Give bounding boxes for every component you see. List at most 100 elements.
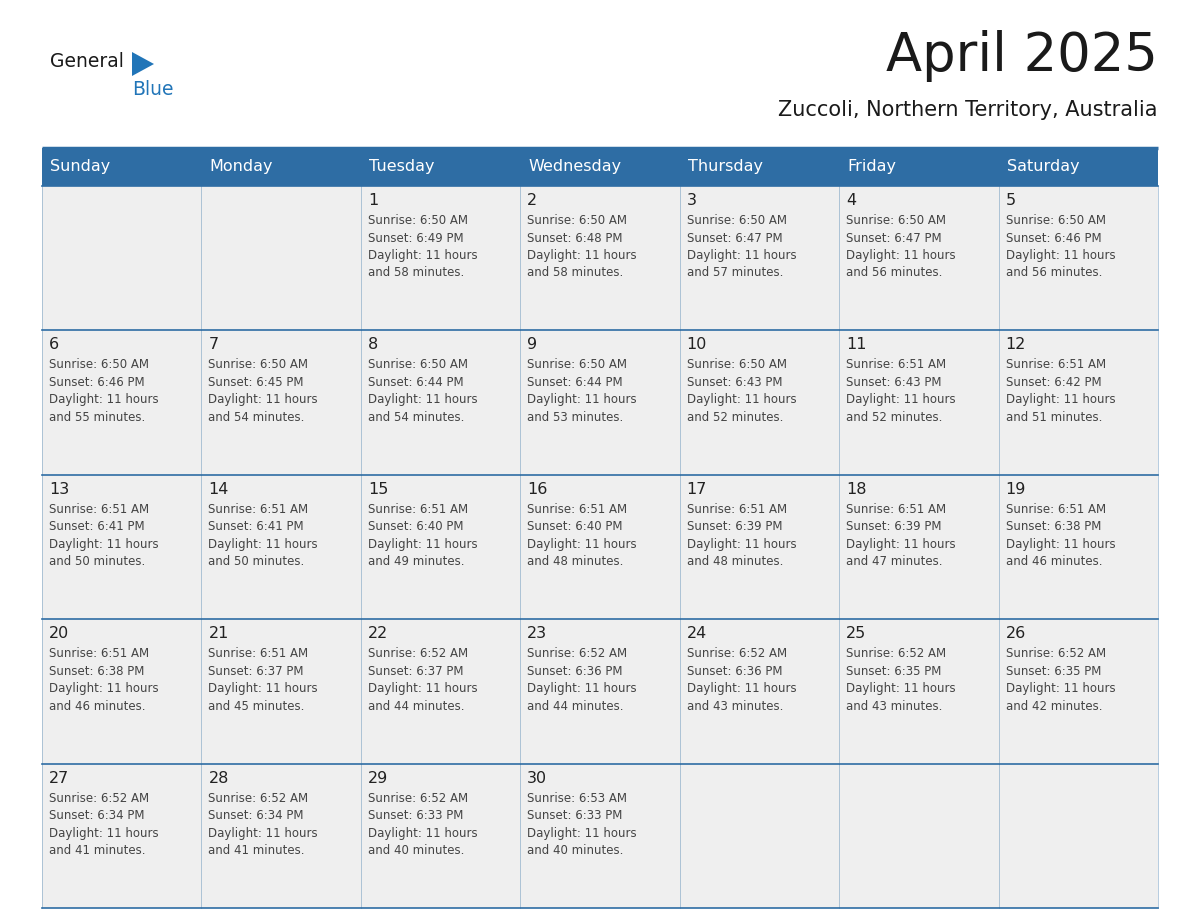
Text: Sunset: 6:37 PM: Sunset: 6:37 PM — [208, 665, 304, 677]
Text: Sunrise: 6:51 AM: Sunrise: 6:51 AM — [846, 358, 947, 372]
Text: Friday: Friday — [847, 160, 896, 174]
Text: 13: 13 — [49, 482, 69, 497]
Text: Daylight: 11 hours: Daylight: 11 hours — [527, 826, 637, 840]
Text: Sunrise: 6:50 AM: Sunrise: 6:50 AM — [368, 214, 468, 227]
Text: Sunrise: 6:51 AM: Sunrise: 6:51 AM — [49, 647, 150, 660]
Text: Daylight: 11 hours: Daylight: 11 hours — [368, 682, 478, 695]
Text: Sunset: 6:44 PM: Sunset: 6:44 PM — [368, 375, 463, 389]
Text: Daylight: 11 hours: Daylight: 11 hours — [49, 394, 159, 407]
Polygon shape — [132, 52, 154, 76]
Text: Sunset: 6:39 PM: Sunset: 6:39 PM — [687, 521, 782, 533]
Text: Sunday: Sunday — [50, 160, 110, 174]
Text: and 58 minutes.: and 58 minutes. — [368, 266, 465, 279]
Text: Sunrise: 6:50 AM: Sunrise: 6:50 AM — [368, 358, 468, 372]
Text: and 57 minutes.: and 57 minutes. — [687, 266, 783, 279]
Text: Sunset: 6:41 PM: Sunset: 6:41 PM — [49, 521, 145, 533]
Text: 2: 2 — [527, 193, 537, 208]
Text: Daylight: 11 hours: Daylight: 11 hours — [527, 682, 637, 695]
Text: 26: 26 — [1005, 626, 1025, 641]
Text: 14: 14 — [208, 482, 229, 497]
Text: Daylight: 11 hours: Daylight: 11 hours — [687, 249, 796, 262]
Text: Zuccoli, Northern Territory, Australia: Zuccoli, Northern Territory, Australia — [778, 100, 1158, 120]
Text: Sunset: 6:47 PM: Sunset: 6:47 PM — [687, 231, 783, 244]
Bar — [42, 330, 1158, 475]
Text: Monday: Monday — [209, 160, 273, 174]
Text: 5: 5 — [1005, 193, 1016, 208]
Text: Sunset: 6:33 PM: Sunset: 6:33 PM — [527, 809, 623, 823]
Text: Sunset: 6:37 PM: Sunset: 6:37 PM — [368, 665, 463, 677]
Bar — [42, 186, 1158, 330]
Text: Daylight: 11 hours: Daylight: 11 hours — [1005, 682, 1116, 695]
Text: Sunrise: 6:50 AM: Sunrise: 6:50 AM — [49, 358, 148, 372]
Text: and 52 minutes.: and 52 minutes. — [687, 411, 783, 424]
Text: Daylight: 11 hours: Daylight: 11 hours — [846, 394, 956, 407]
Text: Sunrise: 6:50 AM: Sunrise: 6:50 AM — [527, 214, 627, 227]
Text: Sunset: 6:43 PM: Sunset: 6:43 PM — [846, 375, 942, 389]
Text: and 47 minutes.: and 47 minutes. — [846, 555, 942, 568]
Text: Sunset: 6:48 PM: Sunset: 6:48 PM — [527, 231, 623, 244]
Text: and 48 minutes.: and 48 minutes. — [527, 555, 624, 568]
Text: and 56 minutes.: and 56 minutes. — [1005, 266, 1102, 279]
Text: and 51 minutes.: and 51 minutes. — [1005, 411, 1102, 424]
Text: and 54 minutes.: and 54 minutes. — [208, 411, 305, 424]
Text: 10: 10 — [687, 338, 707, 353]
Text: and 44 minutes.: and 44 minutes. — [527, 700, 624, 712]
Text: and 40 minutes.: and 40 minutes. — [527, 844, 624, 857]
Text: General: General — [50, 52, 124, 71]
Text: Daylight: 11 hours: Daylight: 11 hours — [49, 538, 159, 551]
Text: Sunset: 6:36 PM: Sunset: 6:36 PM — [687, 665, 782, 677]
Text: and 52 minutes.: and 52 minutes. — [846, 411, 942, 424]
Text: Daylight: 11 hours: Daylight: 11 hours — [846, 538, 956, 551]
Text: Daylight: 11 hours: Daylight: 11 hours — [527, 249, 637, 262]
Text: and 49 minutes.: and 49 minutes. — [368, 555, 465, 568]
Text: Sunset: 6:38 PM: Sunset: 6:38 PM — [49, 665, 145, 677]
Text: Daylight: 11 hours: Daylight: 11 hours — [208, 826, 318, 840]
Text: April 2025: April 2025 — [886, 30, 1158, 82]
Text: Daylight: 11 hours: Daylight: 11 hours — [368, 394, 478, 407]
Text: 28: 28 — [208, 770, 229, 786]
Text: Sunset: 6:33 PM: Sunset: 6:33 PM — [368, 809, 463, 823]
Text: Sunset: 6:45 PM: Sunset: 6:45 PM — [208, 375, 304, 389]
Text: Sunrise: 6:51 AM: Sunrise: 6:51 AM — [368, 503, 468, 516]
Text: and 45 minutes.: and 45 minutes. — [208, 700, 305, 712]
Text: 11: 11 — [846, 338, 866, 353]
Text: 7: 7 — [208, 338, 219, 353]
Text: Sunrise: 6:52 AM: Sunrise: 6:52 AM — [687, 647, 786, 660]
Text: Sunrise: 6:51 AM: Sunrise: 6:51 AM — [1005, 358, 1106, 372]
Text: Sunrise: 6:50 AM: Sunrise: 6:50 AM — [687, 358, 786, 372]
Text: Daylight: 11 hours: Daylight: 11 hours — [527, 394, 637, 407]
Bar — [42, 475, 1158, 620]
Text: Daylight: 11 hours: Daylight: 11 hours — [368, 538, 478, 551]
Text: Sunrise: 6:50 AM: Sunrise: 6:50 AM — [208, 358, 309, 372]
Text: and 53 minutes.: and 53 minutes. — [527, 411, 624, 424]
Text: and 40 minutes.: and 40 minutes. — [368, 844, 465, 857]
Text: 9: 9 — [527, 338, 537, 353]
Text: Daylight: 11 hours: Daylight: 11 hours — [368, 826, 478, 840]
Text: 21: 21 — [208, 626, 229, 641]
Text: Sunrise: 6:52 AM: Sunrise: 6:52 AM — [368, 647, 468, 660]
Text: Daylight: 11 hours: Daylight: 11 hours — [1005, 394, 1116, 407]
Text: Daylight: 11 hours: Daylight: 11 hours — [208, 682, 318, 695]
Text: and 44 minutes.: and 44 minutes. — [368, 700, 465, 712]
Text: and 54 minutes.: and 54 minutes. — [368, 411, 465, 424]
Text: Sunrise: 6:51 AM: Sunrise: 6:51 AM — [208, 503, 309, 516]
Text: Daylight: 11 hours: Daylight: 11 hours — [687, 394, 796, 407]
Text: and 41 minutes.: and 41 minutes. — [49, 844, 145, 857]
Text: and 58 minutes.: and 58 minutes. — [527, 266, 624, 279]
Text: Sunrise: 6:51 AM: Sunrise: 6:51 AM — [527, 503, 627, 516]
Text: 29: 29 — [368, 770, 388, 786]
Text: Sunrise: 6:53 AM: Sunrise: 6:53 AM — [527, 791, 627, 804]
Text: Daylight: 11 hours: Daylight: 11 hours — [208, 394, 318, 407]
Text: Sunset: 6:35 PM: Sunset: 6:35 PM — [1005, 665, 1101, 677]
Text: 17: 17 — [687, 482, 707, 497]
Text: Sunrise: 6:50 AM: Sunrise: 6:50 AM — [527, 358, 627, 372]
Text: 12: 12 — [1005, 338, 1026, 353]
Text: Daylight: 11 hours: Daylight: 11 hours — [846, 682, 956, 695]
Text: 30: 30 — [527, 770, 548, 786]
Text: Sunset: 6:38 PM: Sunset: 6:38 PM — [1005, 521, 1101, 533]
Text: Blue: Blue — [132, 80, 173, 99]
Text: Wednesday: Wednesday — [529, 160, 621, 174]
Text: Sunset: 6:40 PM: Sunset: 6:40 PM — [527, 521, 623, 533]
Text: Tuesday: Tuesday — [368, 160, 435, 174]
Text: 1: 1 — [368, 193, 378, 208]
